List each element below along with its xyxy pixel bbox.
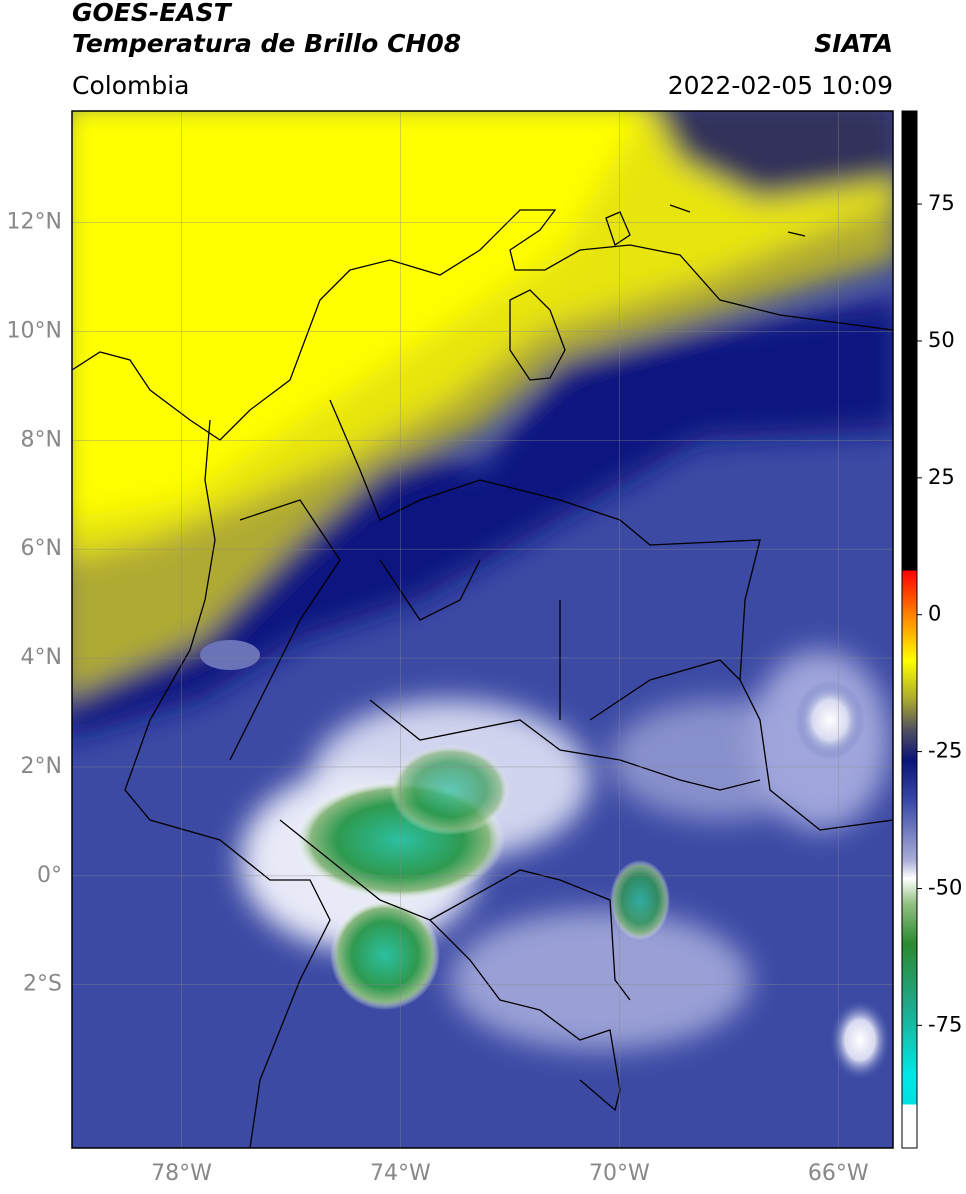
colorbar-label: 25 xyxy=(928,465,955,489)
lat-label: 2°N xyxy=(21,754,62,779)
title: GOES-EAST xyxy=(72,0,233,27)
lon-label: 78°W xyxy=(151,1161,212,1186)
colorbar-label: 75 xyxy=(928,191,955,215)
map-frame xyxy=(71,110,894,1149)
lon-label: 74°W xyxy=(370,1161,431,1186)
subtitle: Temperatura de Brillo CH08 xyxy=(72,29,461,58)
lat-label: 2°S xyxy=(23,972,62,997)
lat-label: 12°N xyxy=(7,210,62,235)
colorbar-label: 0 xyxy=(928,602,941,626)
lat-label: 8°N xyxy=(21,427,62,452)
colorbar-label: -25 xyxy=(928,739,962,763)
lat-label: 6°N xyxy=(21,536,62,561)
lon-label: 70°W xyxy=(589,1161,650,1186)
source: SIATA xyxy=(814,29,893,58)
lat-label: 10°N xyxy=(7,318,62,343)
lat-label: 0° xyxy=(37,863,62,888)
colorbar xyxy=(901,110,918,1149)
satellite-image xyxy=(72,111,893,1148)
datetime: 2022-02-05 10:09 xyxy=(668,71,893,100)
colorbar-label: 50 xyxy=(928,328,955,352)
colorbar-label: -50 xyxy=(928,875,962,899)
region: Colombia xyxy=(72,71,189,100)
colorbar-label: -75 xyxy=(928,1012,962,1036)
lat-label: 4°N xyxy=(21,645,62,670)
lon-label: 66°W xyxy=(808,1161,869,1186)
